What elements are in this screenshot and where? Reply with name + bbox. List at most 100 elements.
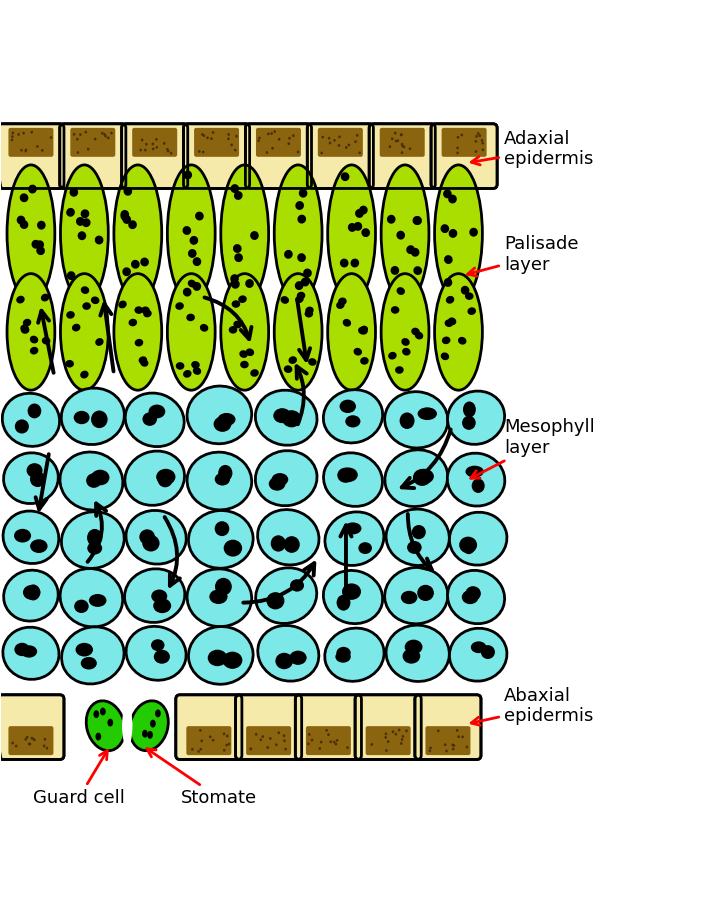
Ellipse shape [125,393,184,447]
Ellipse shape [224,540,242,557]
Ellipse shape [451,744,454,746]
Ellipse shape [481,142,484,145]
Ellipse shape [227,743,230,746]
Ellipse shape [150,720,156,727]
Ellipse shape [49,136,52,138]
Ellipse shape [463,402,476,417]
Ellipse shape [285,747,287,750]
Ellipse shape [28,743,30,746]
Ellipse shape [414,469,434,484]
FancyBboxPatch shape [184,124,250,189]
Ellipse shape [230,184,239,193]
Ellipse shape [86,701,125,751]
Ellipse shape [465,586,481,601]
Ellipse shape [193,282,201,291]
Ellipse shape [86,473,102,488]
Ellipse shape [151,590,167,602]
Ellipse shape [345,146,347,149]
Ellipse shape [28,403,41,418]
Ellipse shape [336,646,351,659]
Ellipse shape [4,570,58,621]
Ellipse shape [80,286,89,294]
Ellipse shape [2,393,59,447]
Ellipse shape [345,415,361,427]
Ellipse shape [275,653,293,669]
Ellipse shape [287,142,290,145]
Ellipse shape [341,172,349,182]
FancyBboxPatch shape [246,726,291,755]
Ellipse shape [282,410,301,427]
Ellipse shape [143,413,157,425]
Ellipse shape [337,468,354,482]
Ellipse shape [35,240,44,249]
Ellipse shape [232,300,240,308]
Ellipse shape [100,708,106,715]
Ellipse shape [409,148,412,150]
Ellipse shape [412,327,420,336]
Ellipse shape [280,296,289,304]
Ellipse shape [95,338,104,346]
Ellipse shape [443,278,453,287]
Ellipse shape [407,541,421,554]
Ellipse shape [122,267,131,276]
Ellipse shape [188,280,196,287]
Ellipse shape [87,529,102,547]
Ellipse shape [386,625,449,681]
FancyBboxPatch shape [380,127,425,157]
Ellipse shape [198,150,201,153]
FancyBboxPatch shape [369,124,436,189]
Ellipse shape [448,391,505,445]
Ellipse shape [230,143,233,147]
Ellipse shape [256,390,317,446]
Ellipse shape [17,215,25,225]
Ellipse shape [459,536,477,553]
Ellipse shape [32,240,40,249]
Ellipse shape [261,735,264,738]
FancyBboxPatch shape [295,695,361,759]
Ellipse shape [327,734,330,736]
Ellipse shape [210,590,227,604]
FancyBboxPatch shape [318,127,363,157]
FancyBboxPatch shape [71,127,115,157]
Ellipse shape [46,746,48,749]
Ellipse shape [249,747,252,750]
FancyBboxPatch shape [8,726,54,755]
Ellipse shape [215,521,229,536]
Ellipse shape [337,144,340,147]
Ellipse shape [20,325,29,332]
Ellipse shape [338,297,347,305]
Ellipse shape [323,570,383,624]
Ellipse shape [354,140,357,143]
Ellipse shape [167,165,215,302]
Ellipse shape [348,223,357,232]
Ellipse shape [361,228,370,238]
Ellipse shape [295,201,304,210]
Ellipse shape [402,348,411,356]
Ellipse shape [42,337,50,345]
Ellipse shape [142,730,148,737]
Ellipse shape [230,274,239,283]
Ellipse shape [202,150,205,153]
Ellipse shape [328,137,330,139]
Ellipse shape [304,310,313,317]
Ellipse shape [170,152,172,155]
Ellipse shape [4,453,59,503]
Ellipse shape [385,733,388,735]
Ellipse shape [387,740,390,743]
Ellipse shape [72,324,80,331]
Ellipse shape [16,295,25,304]
Ellipse shape [201,739,203,742]
Ellipse shape [333,741,335,744]
Ellipse shape [342,583,361,600]
Ellipse shape [82,218,90,227]
Ellipse shape [359,205,368,215]
Ellipse shape [3,627,59,679]
Ellipse shape [25,149,27,152]
Ellipse shape [321,151,323,154]
Ellipse shape [186,314,195,321]
FancyBboxPatch shape [355,695,421,759]
Ellipse shape [292,134,294,137]
Ellipse shape [249,747,252,750]
Ellipse shape [30,736,33,740]
Ellipse shape [167,273,215,391]
